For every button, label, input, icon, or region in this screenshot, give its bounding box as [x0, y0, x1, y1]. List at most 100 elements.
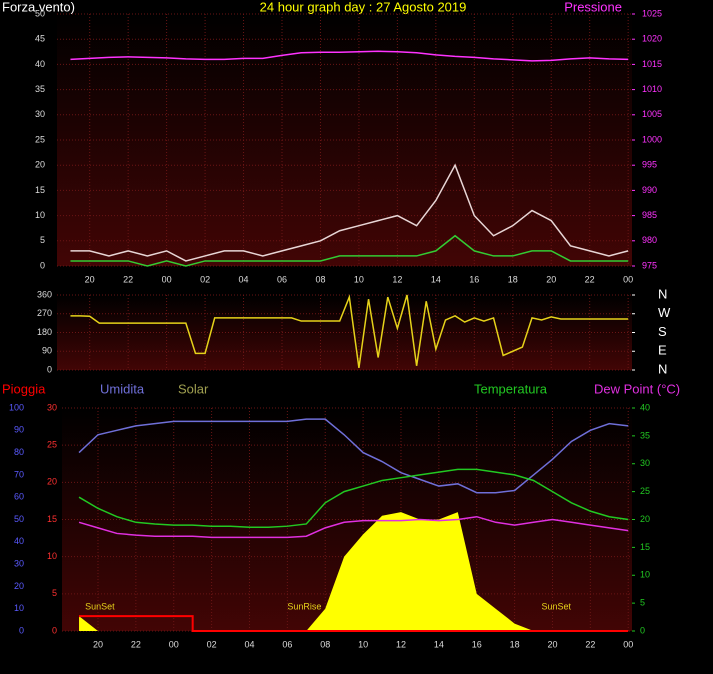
y3-tick-label: 80	[14, 447, 24, 457]
x-tick-label: 00	[623, 274, 633, 284]
y2-tick-label: N	[658, 361, 667, 376]
y2-tick-label: 15	[640, 542, 650, 552]
y3-tick-label: 40	[14, 536, 24, 546]
x-tick-label: 20	[93, 639, 103, 649]
y2-tick-label: 25	[640, 486, 650, 496]
y3-tick-label: 70	[14, 469, 24, 479]
y2-tick-label: 985	[642, 210, 657, 220]
x-tick-label: 08	[315, 274, 325, 284]
x-tick-label: 12	[396, 639, 406, 649]
x-tick-label: 22	[585, 274, 595, 284]
y2-tick-label: 995	[642, 160, 657, 170]
humidity-label: Umidita	[100, 381, 145, 396]
y3-tick-label: 30	[14, 558, 24, 568]
y-tick-label: 25	[35, 134, 45, 144]
x-tick-label: 14	[434, 639, 444, 649]
x-tick-label: 00	[162, 274, 172, 284]
y-tick-label: 45	[35, 34, 45, 44]
y-tick-label: 35	[35, 84, 45, 94]
x-tick-label: 16	[472, 639, 482, 649]
y-tick-label: 50	[35, 8, 45, 18]
y2-tick-label: 1015	[642, 59, 662, 69]
x-tick-label: 14	[431, 274, 441, 284]
y2-tick-label: 20	[640, 514, 650, 524]
x-tick-label: 04	[244, 639, 254, 649]
x-tick-label: 20	[546, 274, 556, 284]
y2-tick-label: 990	[642, 185, 657, 195]
series-line	[78, 468, 629, 529]
series-line	[79, 615, 629, 632]
y2-tick-label: 1010	[642, 84, 662, 94]
y-tick-label: 15	[47, 514, 57, 524]
x-tick-label: 22	[585, 639, 595, 649]
y-tick-label: 180	[37, 327, 52, 337]
y3-tick-label: 60	[14, 492, 24, 502]
x-tick-label: 06	[282, 639, 292, 649]
y-tick-label: 15	[35, 185, 45, 195]
x-tick-label: 22	[123, 274, 133, 284]
dewpoint-label: Dew Point (°C)	[594, 381, 680, 396]
x-tick-label: 06	[277, 274, 287, 284]
x-tick-label: 18	[508, 274, 518, 284]
y2-tick-label: 1005	[642, 109, 662, 119]
y-tick-label: 10	[35, 210, 45, 220]
pressure-label: Pressione	[564, 0, 622, 14]
x-tick-label: 16	[469, 274, 479, 284]
plot-area	[57, 295, 632, 370]
x-tick-label: 12	[392, 274, 402, 284]
y3-tick-label: 20	[14, 581, 24, 591]
series-line	[70, 163, 629, 262]
y2-tick-label: 0	[640, 625, 645, 635]
series-line	[78, 515, 629, 539]
y-tick-label: 0	[47, 364, 52, 374]
temperature-label: Temperatura	[474, 381, 548, 396]
y3-tick-label: 0	[19, 625, 24, 635]
y2-tick-label: 30	[640, 458, 650, 468]
annotation: SunSet	[85, 601, 115, 611]
series-line	[70, 234, 629, 267]
y-tick-label: 270	[37, 308, 52, 318]
annotation: SunRise	[287, 601, 321, 611]
x-tick-label: 02	[207, 639, 217, 649]
y2-tick-label: 5	[640, 598, 645, 608]
x-tick-label: 04	[239, 274, 249, 284]
x-tick-label: 00	[169, 639, 179, 649]
y3-tick-label: 10	[14, 603, 24, 613]
y2-tick-label: 10	[640, 570, 650, 580]
y-tick-label: 5	[52, 588, 57, 598]
y-tick-label: 360	[37, 289, 52, 299]
y-tick-label: 25	[47, 440, 57, 450]
series-line	[70, 50, 629, 62]
x-tick-label: 10	[358, 639, 368, 649]
y-tick-label: 30	[35, 109, 45, 119]
y-tick-label: 30	[47, 402, 57, 412]
x-tick-label: 18	[510, 639, 520, 649]
x-tick-label: 08	[320, 639, 330, 649]
y2-tick-label: N	[658, 286, 667, 301]
y-tick-label: 40	[35, 59, 45, 69]
y2-tick-label: 1020	[642, 34, 662, 44]
x-tick-label: 20	[85, 274, 95, 284]
y2-tick-label: 980	[642, 235, 657, 245]
solar-area	[79, 512, 629, 631]
solar-label: Solar	[178, 381, 209, 396]
x-tick-label: 02	[200, 274, 210, 284]
y-tick-label: 0	[40, 260, 45, 270]
y-tick-label: 20	[35, 160, 45, 170]
y2-tick-label: W	[658, 305, 671, 320]
y3-tick-label: 90	[14, 425, 24, 435]
y3-tick-label: 50	[14, 514, 24, 524]
y2-tick-label: 35	[640, 430, 650, 440]
plot-area	[57, 14, 632, 266]
chart-title: 24 hour graph day : 27 Agosto 2019	[260, 0, 467, 14]
x-tick-label: 00	[623, 639, 633, 649]
annotation: SunSet	[541, 601, 571, 611]
x-tick-label: 22	[131, 639, 141, 649]
y3-tick-label: 100	[9, 402, 24, 412]
y2-tick-label: S	[658, 324, 667, 339]
x-tick-label: 10	[354, 274, 364, 284]
y-tick-label: 0	[52, 625, 57, 635]
rain-label: Pioggia	[2, 381, 46, 396]
wind-label: Forza vento)	[2, 0, 75, 14]
